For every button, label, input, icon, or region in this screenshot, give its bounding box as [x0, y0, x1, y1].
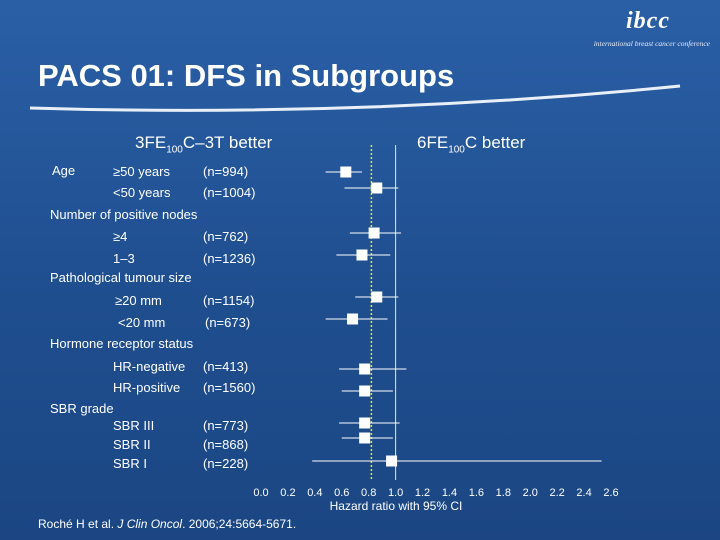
hr-marker [371, 182, 383, 194]
hr-marker [368, 227, 380, 239]
row-label: HR-negative [113, 359, 186, 374]
row-n: (n=673) [205, 315, 251, 330]
citation: Roché H et al. J Clin Oncol. 2006;24:566… [38, 517, 297, 531]
slide-title: PACS 01: DFS in Subgroups [38, 58, 455, 93]
row-n: (n=762) [203, 229, 249, 244]
row-label: ≥4 [113, 229, 128, 244]
logo-subtitle: international breast cancer conference [593, 39, 710, 48]
hr-marker [359, 417, 371, 429]
x-tick-label: 0.8 [361, 487, 376, 499]
hr-marker [359, 385, 371, 397]
x-tick-label: 1.0 [388, 487, 403, 499]
x-axis-label: Hazard ratio with 95% CI [329, 499, 463, 513]
row-n: (n=773) [203, 418, 249, 433]
row-n: (n=1236) [203, 251, 256, 266]
heading-age: Age [52, 163, 76, 178]
conference-logo: ibcc international breast cancer confere… [550, 8, 710, 68]
x-tick-label: 1.2 [415, 487, 430, 499]
x-tick-label: 2.0 [523, 487, 538, 499]
hr-marker [347, 313, 359, 325]
row-label: 1–3 [113, 251, 135, 266]
row-label: <20 mm [118, 315, 166, 330]
row-n: (n=994) [203, 164, 249, 179]
hr-marker [356, 249, 368, 261]
heading-tumour-size: Pathological tumour size [50, 270, 192, 285]
x-tick-label: 0.4 [307, 487, 322, 499]
logo-mark: ibcc [626, 8, 670, 34]
row-label: SBR II [113, 437, 151, 452]
row-n: (n=228) [203, 456, 249, 471]
row-label: SBR III [113, 418, 155, 433]
heading-positive-nodes: Number of positive nodes [50, 207, 198, 222]
x-tick-label: 1.8 [496, 487, 511, 499]
x-tick-label: 0.0 [253, 487, 268, 499]
hr-marker [359, 363, 371, 375]
row-label: ≥50 years [113, 164, 170, 179]
x-tick-label: 0.6 [334, 487, 349, 499]
x-tick-label: 2.4 [576, 487, 591, 499]
x-tick-label: 2.2 [550, 487, 565, 499]
hr-marker [359, 432, 371, 444]
hr-marker [386, 455, 398, 467]
x-tick-label: 1.6 [469, 487, 484, 499]
x-tick-label: 2.6 [603, 487, 618, 499]
row-n: (n=1560) [203, 380, 256, 395]
heading-sbr-grade: SBR grade [50, 401, 114, 416]
x-tick-label: 0.2 [280, 487, 295, 499]
right-favour-label: 6FE100C better [417, 133, 526, 156]
row-n: (n=1004) [203, 185, 256, 200]
x-tick-label: 1.4 [442, 487, 457, 499]
hr-marker [371, 291, 383, 303]
row-label: ≥20 mm [115, 293, 162, 308]
row-n: (n=1154) [203, 293, 255, 308]
row-label: SBR I [113, 456, 147, 471]
row-n: (n=413) [203, 359, 249, 374]
row-label: <50 years [113, 185, 171, 200]
row-label: HR-positive [113, 380, 181, 395]
hr-marker [340, 166, 352, 178]
left-favour-label: 3FE100C–3T better [135, 133, 273, 156]
heading-hormone-receptor: Hormone receptor status [50, 336, 194, 351]
row-n: (n=868) [203, 437, 249, 452]
